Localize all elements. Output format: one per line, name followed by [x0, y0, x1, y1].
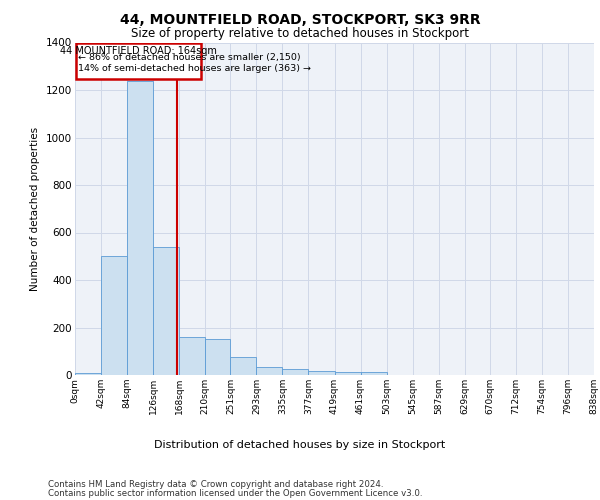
Bar [361, 372, 386, 375]
Text: 44 MOUNTFIELD ROAD: 164sqm: 44 MOUNTFIELD ROAD: 164sqm [60, 46, 217, 56]
Bar [75, 372, 101, 375]
Text: Distribution of detached houses by size in Stockport: Distribution of detached houses by size … [154, 440, 446, 450]
Bar [153, 246, 179, 375]
Text: Contains public sector information licensed under the Open Government Licence v3: Contains public sector information licen… [48, 488, 422, 498]
Bar [230, 357, 256, 375]
Bar [205, 340, 230, 375]
Text: 44, MOUNTFIELD ROAD, STOCKPORT, SK3 9RR: 44, MOUNTFIELD ROAD, STOCKPORT, SK3 9RR [119, 12, 481, 26]
Text: ← 86% of detached houses are smaller (2,150): ← 86% of detached houses are smaller (2,… [78, 52, 301, 62]
Bar [308, 372, 335, 375]
Bar [256, 366, 283, 375]
Bar [101, 256, 127, 375]
Y-axis label: Number of detached properties: Number of detached properties [31, 126, 40, 291]
Bar [283, 369, 308, 375]
Bar [179, 337, 205, 375]
FancyBboxPatch shape [76, 43, 202, 78]
Text: Size of property relative to detached houses in Stockport: Size of property relative to detached ho… [131, 28, 469, 40]
Bar [127, 80, 153, 375]
Text: Contains HM Land Registry data © Crown copyright and database right 2024.: Contains HM Land Registry data © Crown c… [48, 480, 383, 489]
Text: 14% of semi-detached houses are larger (363) →: 14% of semi-detached houses are larger (… [78, 64, 311, 73]
Bar [335, 372, 361, 375]
